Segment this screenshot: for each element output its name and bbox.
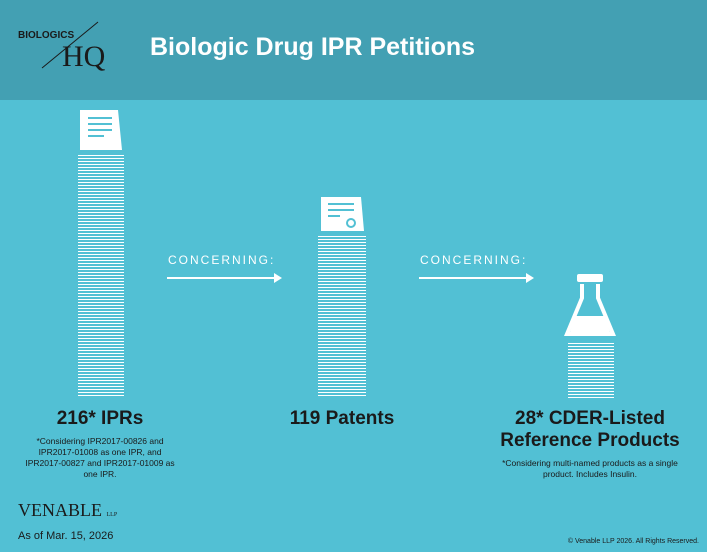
product-heading: 28* CDER-Listed Reference Products: [500, 408, 680, 451]
connector-label: CONCERNING:: [420, 253, 528, 267]
logo-slash: [41, 21, 99, 69]
arrow: [167, 273, 282, 283]
date: As of Mar. 15, 2026: [18, 530, 114, 542]
patent-icon: [321, 197, 364, 231]
ipr-note: *Considering IPR2017-00826 and IPR2017-0…: [25, 436, 175, 479]
footer-logo-name: VENABLE: [18, 500, 102, 520]
patent-heading: 119 Patents: [289, 408, 395, 429]
flask-icon: [564, 274, 616, 336]
ipr-stack: [78, 155, 124, 398]
connector-label: CONCERNING:: [168, 253, 276, 267]
ipr-heading: 216* IPRs: [56, 408, 144, 429]
product-stack: [568, 343, 614, 398]
copyright: © Venable LLP 2026. All Rights Reserved.: [567, 538, 699, 545]
patent-stack: [318, 236, 366, 398]
product-note: *Considering multi-named products as a s…: [502, 458, 678, 479]
document-icon: [80, 110, 122, 150]
title: Biologic Drug IPR Petitions: [150, 33, 476, 61]
footer-logo-suffix: LLP: [106, 512, 118, 518]
arrow: [419, 273, 534, 283]
footer-logo: VENABLE LLP: [18, 500, 117, 521]
logo-top: BIOLOGICS: [18, 30, 75, 41]
header-band: BIOLOGICS HQ Biologic Drug IPR Petitions: [0, 0, 707, 100]
